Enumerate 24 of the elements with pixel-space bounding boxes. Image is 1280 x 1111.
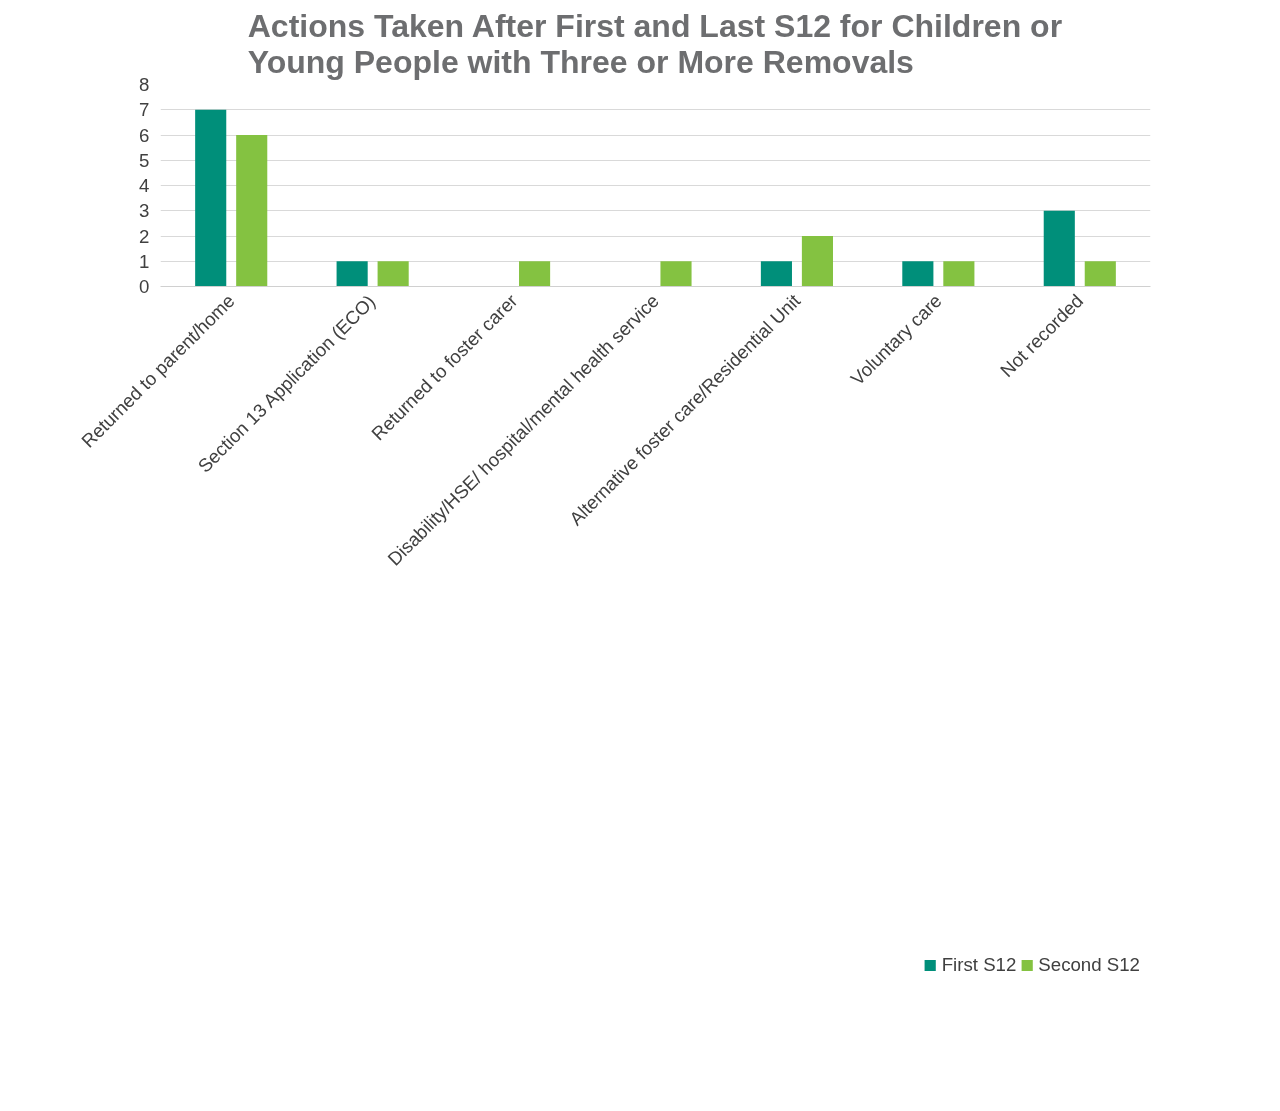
y-tick-label: 2 (139, 225, 150, 247)
bar (1084, 261, 1116, 287)
bar (1043, 210, 1075, 287)
bar (902, 261, 934, 287)
chart-title: Actions Taken After First and Last S12 for Children or Young People with Three or More Removals (247, 7, 1063, 80)
bar (377, 261, 409, 287)
y-tick-label: 3 (139, 200, 150, 222)
bar (801, 236, 833, 287)
y-tick-label: 6 (139, 124, 150, 146)
bar (519, 261, 551, 287)
y-tick-label: 5 (139, 149, 150, 171)
bar (943, 261, 975, 287)
legend-label: First S12 (941, 953, 1017, 976)
y-tick-label: 1 (139, 250, 150, 272)
y-tick-label: 8 (139, 74, 150, 95)
bar (760, 261, 792, 287)
bar (195, 109, 227, 287)
bar (660, 261, 692, 287)
y-tick-label: 4 (139, 175, 150, 196)
y-tick-label: 7 (139, 99, 150, 121)
bar (236, 135, 268, 287)
legend-label: Second S12 (1038, 953, 1140, 976)
y-tick-label: 0 (139, 276, 150, 297)
bar (336, 261, 368, 287)
